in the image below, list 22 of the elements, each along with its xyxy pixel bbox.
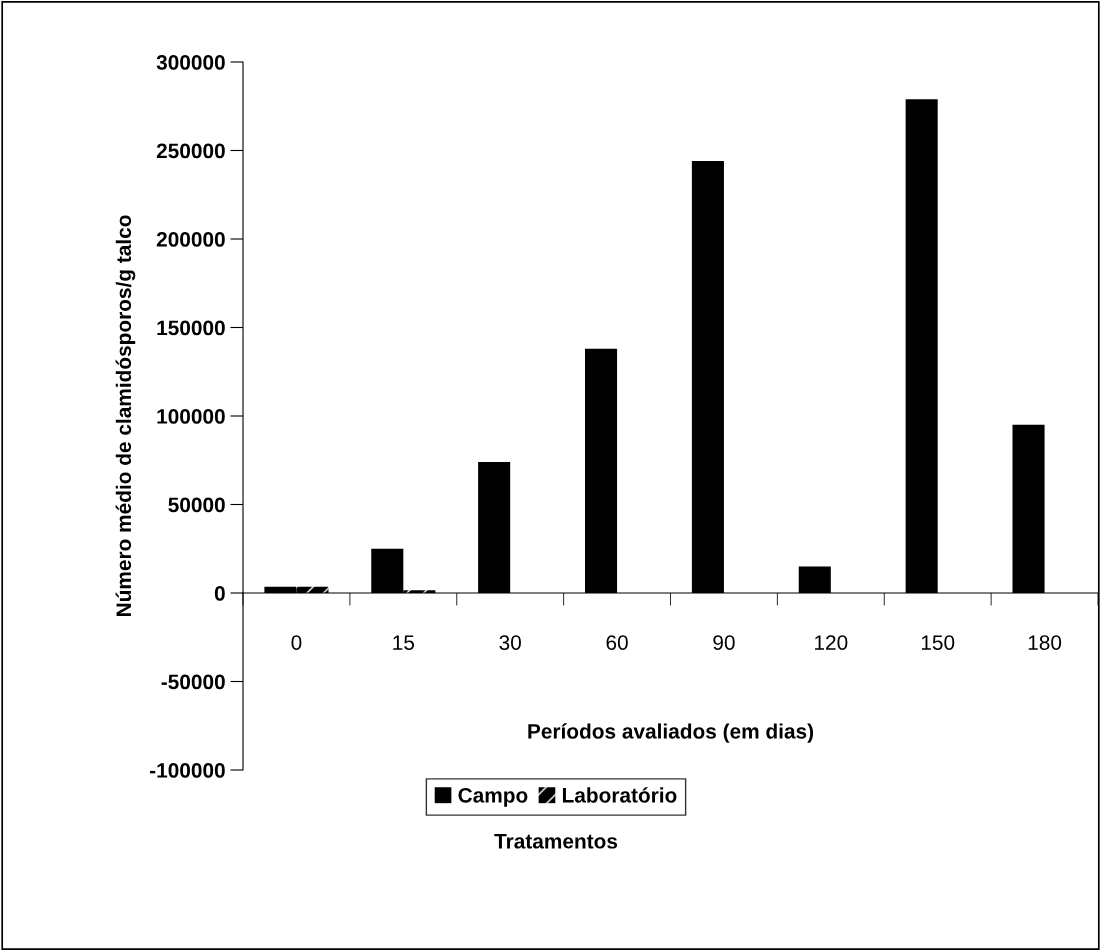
x-tick-label: 150 [921, 635, 955, 650]
text: Tratamentos [494, 834, 618, 849]
x-tick-label: 120 [815, 635, 848, 650]
x-tick-label: 90 [713, 635, 735, 650]
y-tick-label: -50000 [161, 674, 225, 690]
x-tick-label: 180 [1028, 635, 1062, 650]
x-tick-label: 0 [291, 635, 302, 650]
x-axis-title: Períodos avaliados (em dias) [528, 723, 814, 743]
y-axis-title: Número médio de clamidósporos/g talco [115, 215, 136, 617]
y-tick-label: 100000 [157, 409, 225, 424]
legend-label: Campo [458, 787, 528, 807]
y-tick-label: 200000 [156, 232, 225, 247]
y-tick-label: 50000 [168, 497, 225, 513]
x-tick-label: 15 [393, 635, 415, 650]
x-tick-label: 30 [499, 635, 521, 650]
y-tick-label: 300000 [156, 55, 225, 70]
y-tick-label: 250000 [156, 143, 225, 159]
y-tick-label: -100000 [150, 763, 225, 778]
y-tick-label: 150000 [157, 320, 225, 336]
y-tick-label: 0 [214, 586, 225, 601]
x-tick-label: 60 [606, 635, 628, 650]
legend-label: Laboratório [562, 787, 677, 803]
